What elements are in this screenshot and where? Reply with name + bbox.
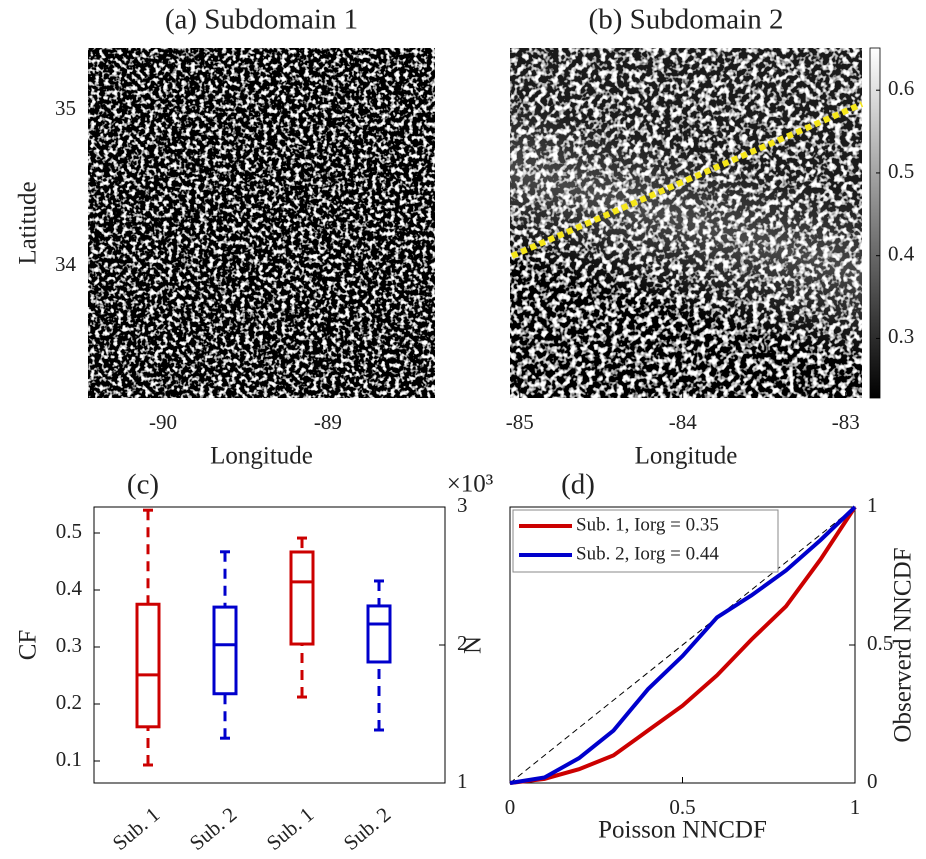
legend-label: Sub. 2, Iorg = 0.44 — [576, 543, 719, 564]
x-tick-label: -83 — [832, 410, 860, 434]
y-tick-label: 1 — [867, 493, 878, 517]
colorbar-tick-label: 0.3 — [888, 324, 914, 348]
legend-box — [512, 509, 779, 573]
y-tick-label: 0 — [867, 769, 878, 793]
x-tick-label: Sub. 1 — [262, 802, 319, 854]
reference-line — [509, 506, 856, 784]
y2-axis-label: N — [460, 636, 487, 654]
y-tick-label: 2 — [457, 631, 468, 655]
panel-title: (a) Subdomain 1 — [165, 4, 358, 36]
y-tick-label: 0.1 — [56, 747, 82, 771]
x-tick-label: Sub. 2 — [339, 802, 396, 854]
panel-title: (c) — [127, 469, 159, 501]
x-tick-label: -85 — [506, 410, 534, 434]
y-tick-label: 0.2 — [56, 690, 82, 714]
colorbar-tick-label: 0.5 — [888, 159, 914, 183]
data-line — [509, 505, 857, 785]
colorbar-tick-label: 0.6 — [888, 76, 914, 100]
y-tick-label: 35 — [55, 96, 76, 120]
x-tick-label: Sub. 2 — [185, 802, 242, 854]
x-tick-label: 0.5 — [669, 795, 695, 819]
x-tick-label: 1 — [850, 795, 861, 819]
colorbar — [869, 47, 881, 399]
box — [366, 604, 392, 664]
front-line — [510, 101, 864, 259]
y-axis-label: Latitude — [15, 181, 42, 264]
x-tick-label: -84 — [669, 410, 697, 434]
box — [212, 605, 238, 696]
box — [289, 550, 315, 646]
satellite-image — [88, 48, 435, 398]
y-tick-label: 0.5 — [867, 631, 893, 655]
box — [135, 602, 161, 729]
x-tick-label: Sub. 1 — [108, 802, 165, 854]
y-tick-label: 0.3 — [56, 633, 82, 657]
x-tick-label: -89 — [314, 410, 342, 434]
y-tick-label: 3 — [457, 493, 468, 517]
legend-label: Sub. 1, Iorg = 0.35 — [576, 514, 719, 535]
x-axis-label: Poisson NNCDF — [598, 817, 767, 844]
y-tick-label: 34 — [55, 252, 77, 276]
y2-axis-label: Observerd NNCDF — [890, 547, 917, 742]
x-tick-label: -90 — [149, 410, 177, 434]
data-line — [509, 505, 857, 785]
y-axis-label: CF — [15, 630, 42, 661]
y-tick-label: 0.4 — [56, 576, 83, 600]
y-tick-label: 0.5 — [56, 519, 82, 543]
x-tick-label: 0 — [505, 795, 516, 819]
panel-title: (d) — [561, 469, 595, 501]
axis-exponent: ×10³ — [447, 471, 494, 498]
x-axis-label: Longitude — [635, 443, 738, 470]
cloud-band — [510, 48, 862, 398]
panel-title: (b) Subdomain 2 — [589, 4, 784, 36]
colorbar-tick-label: 0.4 — [888, 241, 915, 265]
x-axis-label: Longitude — [210, 443, 313, 470]
y-tick-label: 1 — [457, 769, 468, 793]
